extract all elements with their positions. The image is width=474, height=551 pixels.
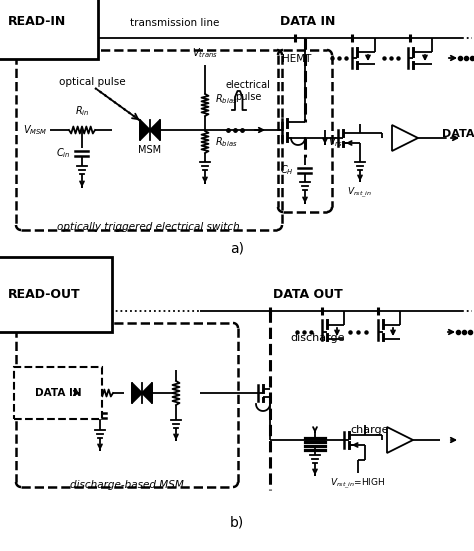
Text: b): b) xyxy=(230,515,244,529)
Text: $R_{in}$: $R_{in}$ xyxy=(75,104,89,118)
Text: a): a) xyxy=(230,242,244,256)
Polygon shape xyxy=(132,383,142,403)
Text: DATA IN: DATA IN xyxy=(280,15,336,28)
Polygon shape xyxy=(392,125,418,151)
Text: charge: charge xyxy=(351,425,389,435)
Polygon shape xyxy=(387,427,413,453)
Polygon shape xyxy=(142,383,152,403)
Text: optically triggered electrical switch: optically triggered electrical switch xyxy=(56,222,239,232)
Text: discharge: discharge xyxy=(291,333,345,343)
Text: $V_{rst\_in}$=HIGH: $V_{rst\_in}$=HIGH xyxy=(330,477,386,491)
Text: $V_{rst}$: $V_{rst}$ xyxy=(328,135,346,149)
Text: DATA OUT: DATA OUT xyxy=(273,288,343,301)
Text: $V_{trans}$: $V_{trans}$ xyxy=(192,46,218,60)
Polygon shape xyxy=(150,120,160,140)
Text: READ-IN: READ-IN xyxy=(8,15,66,28)
Text: optical pulse: optical pulse xyxy=(59,77,125,87)
Text: DATA IN: DATA IN xyxy=(35,388,82,398)
Text: $C_H$: $C_H$ xyxy=(280,163,294,177)
Text: DATA OUT: DATA OUT xyxy=(442,129,474,139)
Text: $C_{in}$: $C_{in}$ xyxy=(56,146,71,160)
Text: READ-OUT: READ-OUT xyxy=(8,288,81,301)
Text: transmission line: transmission line xyxy=(130,18,219,28)
Polygon shape xyxy=(140,120,150,140)
Text: $R_{bias}$: $R_{bias}$ xyxy=(215,135,237,149)
Text: HEMT: HEMT xyxy=(282,54,311,64)
Text: $R_{bias}$: $R_{bias}$ xyxy=(215,92,237,106)
Text: $V_{rst\_in}$: $V_{rst\_in}$ xyxy=(347,186,373,201)
Text: $V_{MSM}$: $V_{MSM}$ xyxy=(23,123,47,137)
Text: discharge-based MSM: discharge-based MSM xyxy=(70,480,184,490)
Text: electrical
pulse: electrical pulse xyxy=(226,80,271,101)
Text: MSM: MSM xyxy=(138,145,162,155)
